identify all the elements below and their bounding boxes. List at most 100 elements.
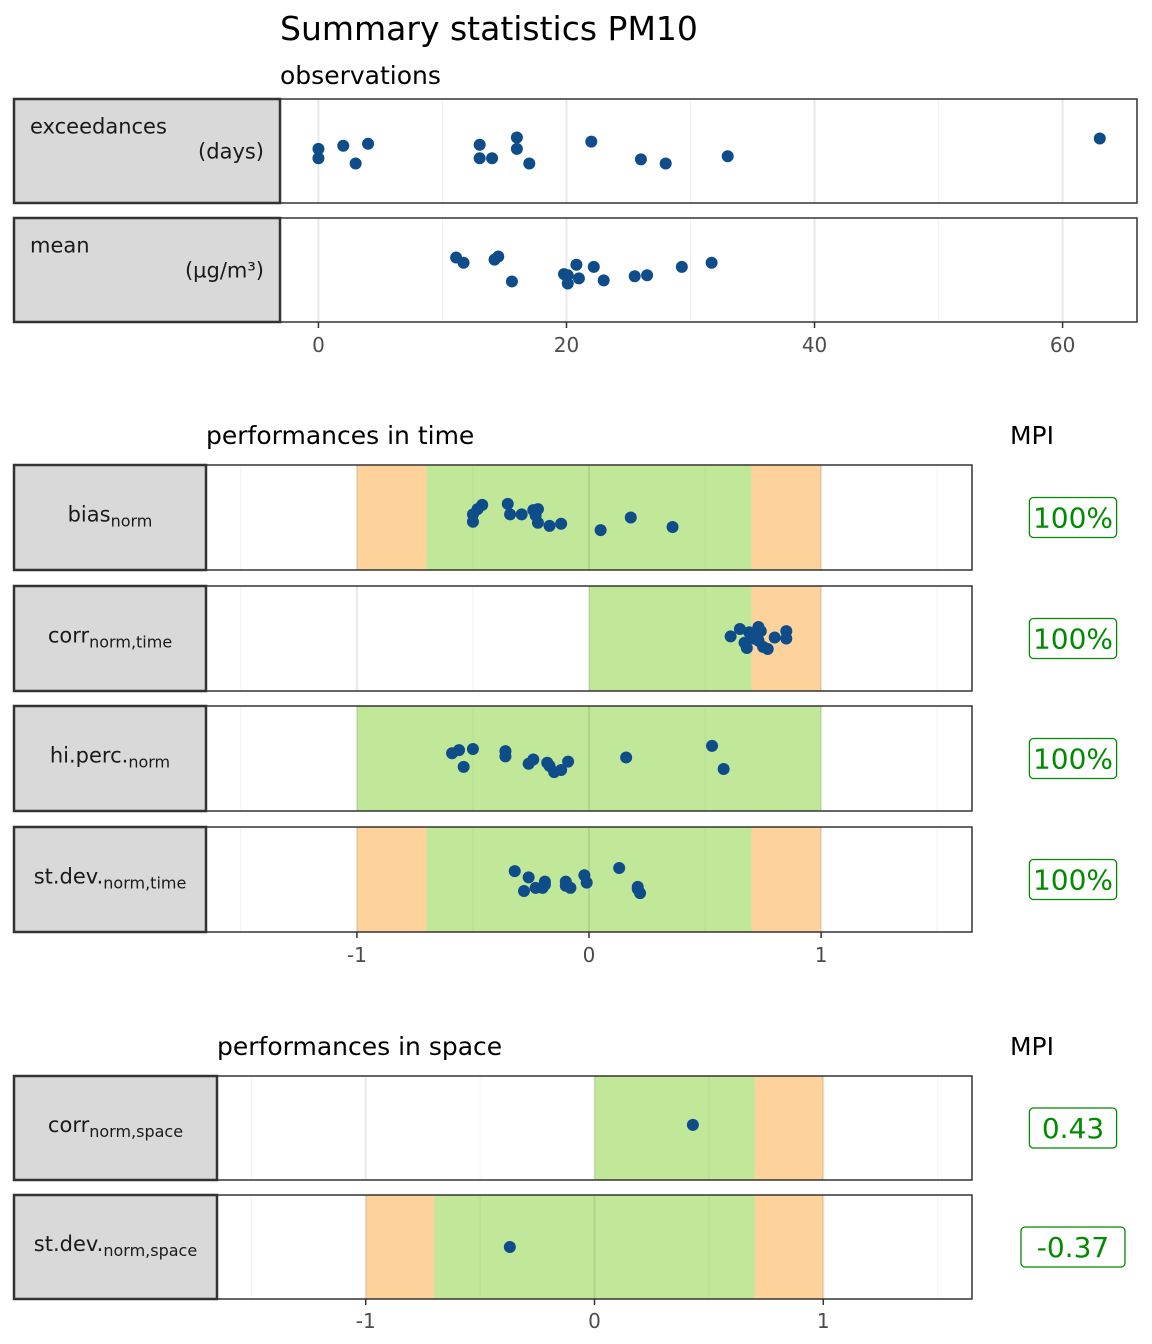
green-zone (426, 465, 752, 570)
data-point (620, 751, 633, 764)
strip-label-box (12, 1193, 219, 1301)
data-point (518, 885, 531, 898)
data-point (561, 277, 574, 290)
strip-label-box (12, 1074, 219, 1182)
data-point (641, 269, 654, 282)
strip-label-subscript: norm (128, 753, 170, 772)
strip-label-subscript: norm,space (103, 1241, 197, 1260)
data-point (486, 152, 499, 165)
data-point (555, 517, 568, 530)
data-point (562, 755, 575, 768)
data-point (634, 153, 647, 166)
panel-subtitle: performances in time (206, 421, 474, 450)
data-point (761, 643, 774, 655)
x-tick-label: 1 (815, 943, 828, 967)
data-point (510, 142, 523, 155)
data-point (510, 131, 523, 144)
data-point (508, 865, 521, 878)
strip-label-subscript: norm,space (89, 1122, 183, 1141)
data-point (531, 503, 544, 516)
strip-label-subscript: norm,time (89, 633, 172, 652)
data-point (587, 260, 600, 273)
data-point (543, 519, 556, 532)
facet-row: st.dev.norm,space -0.37 (12, 1193, 1126, 1301)
data-point (705, 256, 718, 269)
mpi-badge (1028, 496, 1118, 539)
data-point (628, 270, 641, 283)
x-tick-label: -1 (356, 1309, 376, 1333)
strip-label: exceedances (30, 114, 167, 138)
data-point (570, 258, 583, 271)
data-point (768, 631, 781, 644)
data-point (585, 135, 598, 148)
data-point (1093, 132, 1106, 145)
x-tick-label: 60 (1050, 333, 1075, 357)
mpi-badge (1028, 737, 1118, 780)
mpi-header: MPI (1010, 421, 1054, 450)
green-zone (356, 706, 822, 811)
mpi-value: 100% (1033, 623, 1113, 656)
mpi-value: 0.43 (1042, 1112, 1104, 1145)
mpi-value: 100% (1033, 502, 1113, 535)
data-point (561, 269, 574, 282)
data-point (594, 524, 607, 537)
mpi-badge (1020, 1226, 1126, 1268)
data-point (522, 871, 535, 884)
x-tick-label: 0 (588, 1309, 601, 1333)
strip-label-main: hi.perc. (50, 744, 128, 768)
strip-label-box (12, 704, 208, 813)
mpi-value: 100% (1033, 743, 1113, 776)
data-point (466, 515, 479, 528)
strip-label-main: bias (68, 503, 111, 527)
data-point (492, 250, 505, 263)
strip-unit: (µg/m³) (185, 258, 264, 282)
x-tick-label: -1 (347, 943, 367, 967)
panel-subtitle: performances in space (217, 1032, 502, 1061)
x-tick-label: 40 (802, 333, 827, 357)
data-point (754, 625, 767, 638)
panel-0: observations exceedances (days) mean (µg/m³)… (12, 61, 1138, 357)
data-point (349, 157, 362, 170)
mpi-badge (1028, 617, 1118, 660)
strip-label-subscript: norm (111, 512, 153, 531)
strip-label: mean (30, 233, 90, 257)
strip-label-main: corr (48, 624, 90, 648)
strip-label-main: st.dev. (34, 1232, 104, 1256)
data-point (337, 139, 350, 152)
facet-row: exceedances (days) (12, 97, 1138, 205)
data-point (527, 753, 540, 766)
data-point (504, 508, 517, 521)
data-point (724, 630, 737, 643)
strip-label-box (12, 216, 282, 324)
data-point (531, 516, 544, 529)
strip-label-box (12, 825, 208, 934)
facet-row: st.dev.norm,time 100% (12, 825, 1118, 934)
data-point (457, 256, 470, 269)
data-point (634, 887, 647, 900)
data-point (362, 137, 375, 150)
data-point (312, 142, 325, 155)
panel-subtitle: observations (280, 61, 441, 90)
data-point (473, 138, 486, 151)
data-point (675, 260, 688, 273)
data-point (466, 743, 479, 756)
data-point (613, 861, 626, 874)
data-point (505, 275, 518, 288)
strip-label: corrnorm,time (48, 624, 172, 652)
data-point (503, 1241, 516, 1253)
x-tick-label: 1 (817, 1309, 830, 1333)
strip-label-subscript: norm,time (103, 874, 186, 893)
strip-label: st.dev.norm,space (34, 1232, 197, 1260)
data-point (740, 641, 753, 654)
mpi-value: -0.37 (1037, 1231, 1109, 1264)
panel-background (280, 99, 1137, 203)
data-point (780, 632, 793, 645)
green-zone (434, 1195, 755, 1299)
data-point (745, 630, 758, 643)
facet-row: biasnorm 100% (12, 463, 1118, 572)
x-tick-label: 20 (554, 333, 579, 357)
data-point (733, 623, 746, 636)
data-point (686, 1118, 699, 1131)
